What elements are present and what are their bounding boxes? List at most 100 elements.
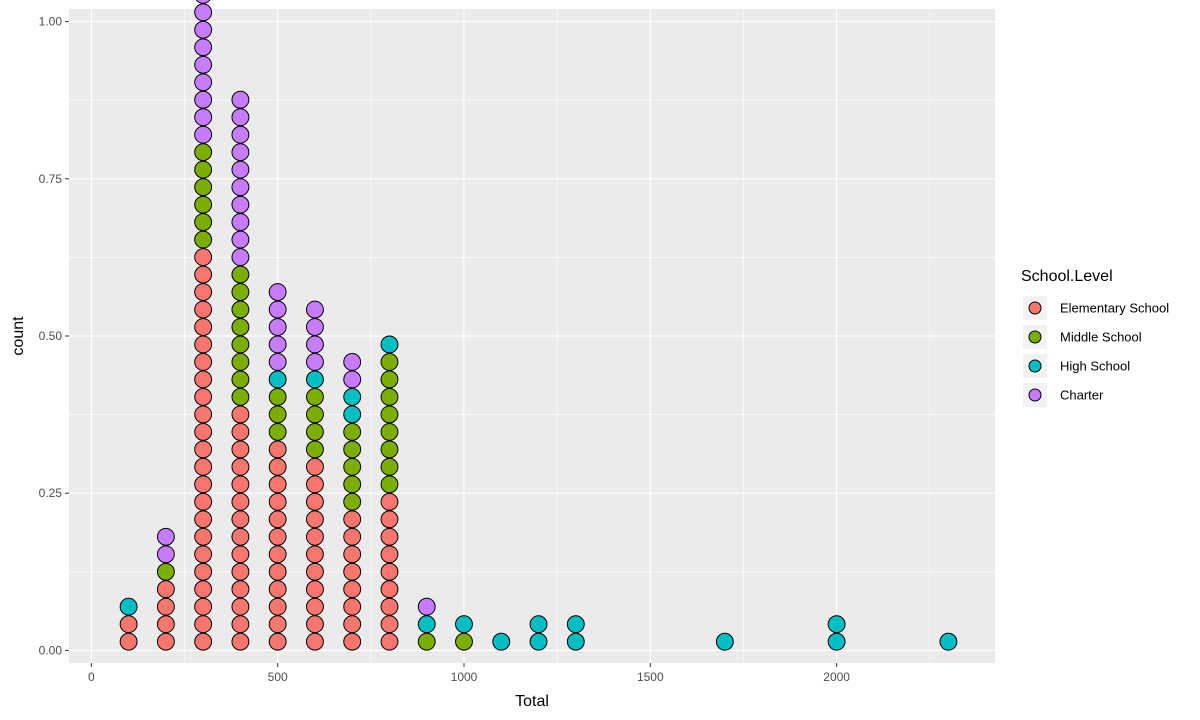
dot-elementary-school [268,580,287,599]
dot-middle-school [231,283,250,301]
dot-high-school [343,405,362,424]
dot-elementary-school [380,580,399,599]
dot-elementary-school [231,457,250,476]
dot-elementary-school [194,387,213,406]
dot-middle-school [305,440,324,459]
dot-elementary-school [194,265,213,284]
dot-middle-school [231,300,250,319]
dot-elementary-school [343,562,362,581]
legend-key-charter [1028,388,1042,402]
dot-middle-school [231,370,250,389]
x-tick-label: 1500 [637,670,664,684]
dot-charter [343,353,362,371]
dot-middle-school [380,440,399,459]
dot-elementary-school [194,405,213,424]
dot-elementary-school [231,475,250,494]
dot-middle-school [194,213,213,232]
dot-elementary-school [194,318,213,336]
dot-charter [305,300,324,319]
dot-middle-school [343,457,362,476]
dot-elementary-school [305,545,324,564]
dot-middle-school [268,405,287,424]
dot-elementary-school [194,580,213,599]
dot-middle-school [380,475,399,494]
dot-charter [231,195,250,214]
legend-label-elementary-school: Elementary School [1060,301,1169,316]
dot-charter [194,55,213,74]
dot-charter [195,0,211,4]
dot-elementary-school [156,615,175,634]
dot-middle-school [231,265,250,284]
legend-key-middle-school [1028,330,1042,344]
x-tick-label: 0 [88,670,95,684]
dot-middle-school [231,335,250,354]
dot-elementary-school [194,475,213,494]
dot-elementary-school [380,562,399,581]
dot-middle-school [455,632,473,651]
dot-elementary-school [194,545,213,564]
dot-elementary-school [231,597,250,616]
dot-elementary-school [380,492,399,511]
dot-elementary-school [231,615,250,634]
x-axis-title: Total [515,693,549,710]
dot-elementary-school [343,632,362,651]
legend-key-elementary-school [1028,301,1042,315]
legend-label-charter: Charter [1060,388,1104,403]
dot-elementary-school [156,580,175,599]
dot-elementary-school [380,615,399,634]
y-tick-label: 1.00 [39,15,63,29]
dot-elementary-school [194,370,213,389]
y-tick-label: 0.25 [39,486,63,500]
dot-middle-school [305,387,324,406]
dot-charter [305,318,324,336]
x-tick-label: 1000 [451,670,478,684]
dot-elementary-school [268,475,287,494]
dot-elementary-school [380,510,399,529]
dot-middle-school [305,422,324,441]
dot-elementary-school [194,510,213,529]
dot-elementary-school [268,527,287,546]
dot-high-school [827,632,846,651]
dot-elementary-school [194,440,213,459]
dot-elementary-school [231,545,250,564]
dot-elementary-school [268,510,287,529]
dot-charter [268,353,287,371]
dot-elementary-school [231,405,250,424]
dot-middle-school [194,230,213,249]
dot-elementary-school [343,510,362,529]
dot-high-school [343,387,362,406]
dot-charter [156,527,175,546]
dot-elementary-school [194,615,213,634]
dot-charter [231,108,250,127]
dot-middle-school [194,143,213,162]
dot-high-school [715,632,734,651]
dot-high-school [492,632,511,651]
dot-high-school [566,632,585,651]
dot-elementary-school [343,527,362,546]
dot-elementary-school [343,545,362,564]
dot-elementary-school [194,300,213,319]
legend-key-high-school [1028,359,1042,373]
dot-elementary-school [305,457,324,476]
dot-elementary-school [268,545,287,564]
dot-middle-school [343,492,362,511]
dot-charter [194,73,213,92]
dot-high-school [939,632,958,651]
dot-elementary-school [268,457,287,476]
dot-middle-school [343,440,362,459]
dot-elementary-school [231,527,250,546]
x-tick-label: 500 [268,670,288,684]
dot-elementary-school [343,580,362,599]
dot-charter [194,108,213,127]
dot-high-school [455,615,473,634]
dot-elementary-school [305,510,324,529]
dot-middle-school [194,195,213,214]
dot-high-school [529,632,548,651]
dot-charter [268,283,287,301]
dot-elementary-school [343,597,362,616]
dot-charter [268,335,287,354]
dot-elementary-school [231,632,250,651]
dot-charter [231,178,250,197]
dot-middle-school [380,405,399,424]
